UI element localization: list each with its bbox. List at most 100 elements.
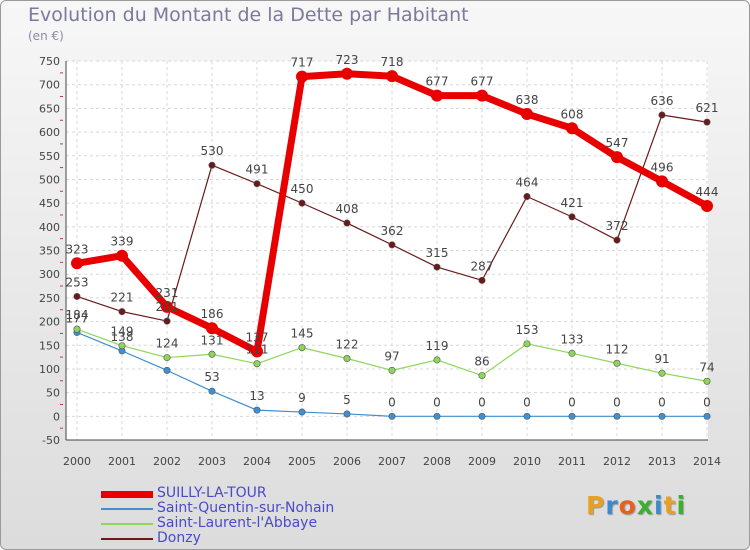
data-point: [568, 349, 576, 357]
legend-label: SUILLY-LA-TOUR: [157, 485, 267, 501]
data-label: 124: [156, 337, 179, 351]
data-label: 0: [388, 395, 396, 409]
data-label: 53: [204, 370, 219, 384]
data-point: [388, 241, 396, 249]
data-label: 0: [523, 395, 531, 409]
data-label: 464: [516, 175, 539, 189]
data-point: [433, 263, 441, 271]
data-label: 718: [381, 55, 404, 69]
data-label: 145: [291, 327, 314, 341]
y-tick-label: -50: [42, 434, 60, 447]
data-label: 0: [478, 395, 486, 409]
data-point: [388, 366, 396, 374]
data-label: 177: [66, 311, 89, 325]
data-point: [208, 387, 216, 395]
x-tick-label: 2000: [63, 455, 91, 468]
data-point: [163, 366, 171, 374]
series-layer: [71, 67, 713, 420]
legend-swatch: [101, 523, 153, 525]
data-label: 112: [606, 342, 629, 356]
data-point: [701, 199, 713, 212]
data-point: [478, 276, 486, 284]
data-label: 133: [561, 332, 584, 346]
x-tick-label: 2004: [243, 455, 271, 468]
data-label: 450: [291, 182, 314, 196]
data-point: [703, 412, 711, 420]
data-label: 677: [471, 75, 494, 89]
data-point: [208, 161, 216, 169]
data-label: 111: [246, 343, 269, 357]
x-tick-label: 2013: [648, 455, 676, 468]
data-point: [478, 412, 486, 420]
data-label: 119: [426, 339, 449, 353]
x-tick-label: 2011: [558, 455, 586, 468]
y-tick-label: 700: [39, 79, 60, 92]
data-label: 723: [336, 53, 359, 67]
legend-swatch: [101, 490, 153, 498]
data-point: [523, 412, 531, 420]
data-point: [73, 292, 81, 300]
data-point: [521, 108, 533, 121]
data-point: [568, 213, 576, 221]
logo-letter: r: [605, 491, 619, 520]
x-tick-label: 2012: [603, 455, 631, 468]
data-point: [118, 308, 126, 316]
data-label: 0: [568, 395, 576, 409]
data-label: 547: [606, 136, 629, 150]
data-point: [163, 317, 171, 325]
y-tick-label: 600: [39, 126, 60, 139]
legend-label: Saint-Quentin-sur-Nohain: [157, 500, 335, 516]
data-label: 186: [201, 307, 224, 321]
data-label: 638: [516, 93, 539, 107]
data-label: 621: [696, 101, 719, 115]
data-label: 636: [651, 94, 674, 108]
proxiti-logo: Proxiti: [586, 491, 686, 520]
x-tick-label: 2005: [288, 455, 316, 468]
logo-letter: o: [618, 491, 637, 520]
data-point: [298, 199, 306, 207]
data-point: [118, 342, 126, 350]
data-label: 253: [66, 275, 89, 289]
y-tick-label: 150: [39, 339, 60, 352]
y-tick-label: 250: [39, 292, 60, 305]
data-label: 408: [336, 202, 359, 216]
legend-label: Saint-Laurent-l'Abbaye: [157, 515, 318, 531]
data-point: [476, 89, 488, 102]
data-label: 137: [246, 330, 269, 344]
data-label: 97: [384, 349, 399, 363]
logo-letter: P: [586, 491, 606, 520]
data-label: 287: [471, 259, 494, 273]
data-label: 677: [426, 75, 449, 89]
data-label: 122: [336, 338, 359, 352]
data-point: [388, 412, 396, 420]
y-tick-label: 0: [53, 410, 60, 423]
x-tick-label: 2006: [333, 455, 361, 468]
x-tick-label: 2001: [108, 455, 136, 468]
data-point: [251, 345, 263, 358]
y-tick-label: 500: [39, 173, 60, 186]
data-label: 491: [246, 163, 269, 177]
data-point: [253, 360, 261, 368]
data-point: [566, 122, 578, 135]
data-point: [298, 408, 306, 416]
data-point: [341, 67, 353, 80]
data-label: 184: [66, 308, 89, 322]
y-tick-label: 100: [39, 363, 60, 376]
data-point: [116, 249, 128, 262]
y-tick-label: 450: [39, 197, 60, 210]
y-tick-label: 200: [39, 316, 60, 329]
logo-letter: i: [676, 491, 687, 520]
data-label: 0: [433, 395, 441, 409]
x-tick-label: 2010: [513, 455, 541, 468]
x-tick-label: 2007: [378, 455, 406, 468]
grid-layer: [66, 60, 708, 441]
chart-title: Evolution du Montant de la Dette par Hab…: [28, 4, 469, 26]
data-label: 608: [561, 107, 584, 121]
data-label: 0: [703, 395, 711, 409]
data-point: [73, 325, 81, 333]
data-label: 362: [381, 224, 404, 238]
y-tick-label: 300: [39, 268, 60, 281]
data-point: [703, 377, 711, 385]
data-point: [386, 70, 398, 83]
